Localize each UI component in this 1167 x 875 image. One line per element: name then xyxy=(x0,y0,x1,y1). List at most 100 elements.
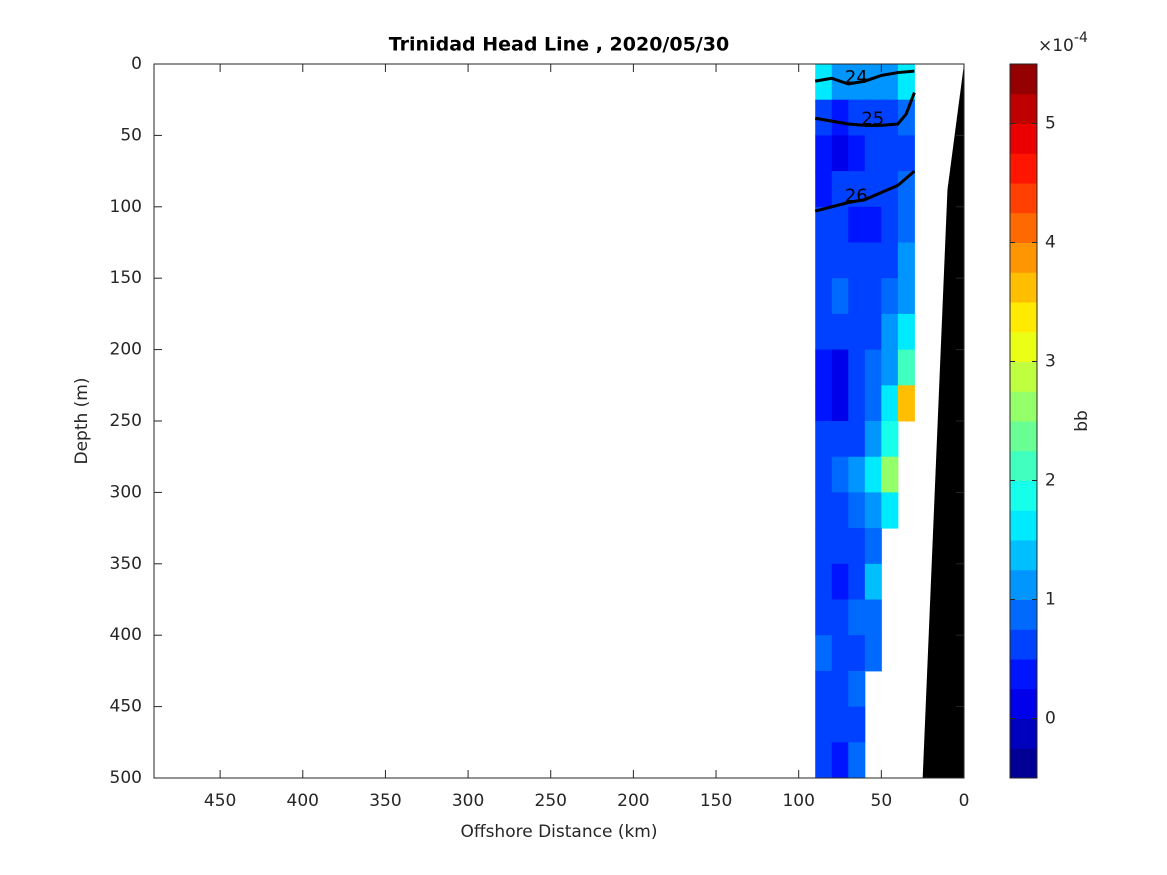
field-cell xyxy=(848,171,866,208)
field-cell xyxy=(831,706,849,743)
field-cell xyxy=(815,242,833,279)
colorbar-swatch xyxy=(1010,629,1037,660)
field-cell xyxy=(815,313,833,351)
field-cell xyxy=(848,313,866,351)
field-cell xyxy=(831,456,849,493)
field-cell xyxy=(831,206,849,243)
field-cell xyxy=(815,278,833,315)
field-cell xyxy=(831,242,849,279)
field-cell xyxy=(815,64,833,101)
field-cell xyxy=(815,635,833,672)
field-cell xyxy=(881,492,899,529)
field-cell xyxy=(848,742,866,779)
y-tick-label: 150 xyxy=(110,268,142,288)
x-tick-label: 450 xyxy=(204,791,236,811)
field-cell xyxy=(848,599,866,636)
y-tick-label: 500 xyxy=(110,768,142,788)
colorbar-swatch xyxy=(1010,242,1037,273)
chart-title: Trinidad Head Line , 2020/05/30 xyxy=(389,34,729,56)
y-tick-label: 350 xyxy=(110,554,142,574)
colorbar-swatch xyxy=(1010,123,1037,154)
field-cell xyxy=(831,135,849,172)
field-cell xyxy=(864,206,882,243)
x-tick-label: 200 xyxy=(617,791,649,811)
field-cell xyxy=(831,492,849,529)
field-cell xyxy=(864,456,882,493)
field-cell xyxy=(881,421,899,458)
field-cell xyxy=(864,492,882,529)
y-tick-label: 450 xyxy=(110,697,142,717)
field-cell xyxy=(848,206,866,243)
y-tick-label: 300 xyxy=(110,482,142,502)
x-tick-label: 400 xyxy=(287,791,319,811)
field-cell xyxy=(815,385,833,422)
field-cell xyxy=(815,706,833,743)
colorbar-swatch xyxy=(1010,450,1037,481)
field-cell xyxy=(848,635,866,672)
colorbar-multiplier: ×10-4 xyxy=(1038,30,1088,56)
field-cell xyxy=(881,135,899,172)
field-cell xyxy=(881,206,899,243)
field-cell xyxy=(897,349,915,386)
field-cell xyxy=(848,242,866,279)
field-cell xyxy=(864,528,882,565)
colorbar-label: bb xyxy=(1072,410,1092,432)
field-cell xyxy=(831,563,849,600)
x-tick-label: 0 xyxy=(959,791,970,811)
colorbar-swatch xyxy=(1010,391,1037,422)
field-cell xyxy=(864,349,882,386)
colorbar-swatch xyxy=(1010,183,1037,214)
colorbar-swatch xyxy=(1010,153,1037,184)
y-tick-label: 100 xyxy=(110,197,142,217)
field-cell xyxy=(831,635,849,672)
colorbar-tick-label: 3 xyxy=(1045,352,1056,372)
field-cell xyxy=(881,99,899,136)
field-cell xyxy=(864,385,882,422)
field-cell xyxy=(815,421,833,458)
field-cell xyxy=(831,99,849,136)
field-cell xyxy=(864,242,882,279)
field-cell xyxy=(815,456,833,493)
field-cell xyxy=(864,599,882,636)
field-cell xyxy=(831,385,849,422)
colorbar-swatch xyxy=(1010,361,1037,392)
colorbar-swatch xyxy=(1010,93,1037,124)
field-cell xyxy=(815,171,833,208)
field-cell xyxy=(881,456,899,493)
colorbar-swatch xyxy=(1010,302,1037,333)
contour-label: 25 xyxy=(861,108,884,129)
y-axis-label: Depth (m) xyxy=(72,377,92,464)
field-cell xyxy=(848,349,866,386)
y-tick-label: 0 xyxy=(131,54,142,74)
field-cell xyxy=(848,563,866,600)
colorbar-swatch xyxy=(1010,599,1037,630)
field-cell xyxy=(897,99,915,136)
field-cell xyxy=(831,171,849,208)
colorbar-tick-label: 5 xyxy=(1045,114,1056,134)
colorbar-box xyxy=(1009,63,1038,779)
field-cell xyxy=(881,278,899,315)
x-tick-label: 150 xyxy=(700,791,732,811)
colorbar-tick-label: 0 xyxy=(1045,709,1056,729)
field-cell xyxy=(848,135,866,172)
field-cell xyxy=(848,492,866,529)
y-tick-label: 200 xyxy=(110,340,142,360)
colorbar-tick-label: 1 xyxy=(1045,590,1056,610)
colorbar-swatch xyxy=(1010,331,1037,362)
field-cell xyxy=(815,99,833,136)
x-tick-label: 100 xyxy=(782,791,814,811)
y-tick-label: 400 xyxy=(110,625,142,645)
colorbar-tick-label: 2 xyxy=(1045,471,1056,491)
colorbar-swatch xyxy=(1010,212,1037,243)
bathymetry xyxy=(922,64,964,778)
contour-label: 26 xyxy=(845,186,868,207)
field-cell xyxy=(848,99,866,136)
field-cell xyxy=(831,742,849,779)
colorbar-swatch xyxy=(1010,480,1037,511)
field-cell xyxy=(848,670,866,708)
field-cell xyxy=(848,456,866,493)
field-cell xyxy=(897,385,915,422)
contour-line xyxy=(814,92,916,127)
field-cell xyxy=(864,635,882,672)
